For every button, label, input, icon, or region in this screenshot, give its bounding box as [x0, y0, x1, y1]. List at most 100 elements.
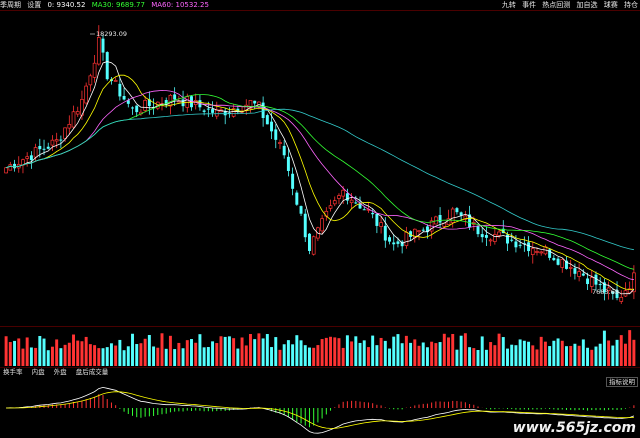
- candle-body[interactable]: [371, 212, 375, 215]
- candle-body[interactable]: [278, 142, 282, 144]
- candle-body[interactable]: [463, 215, 468, 220]
- menu-hotspot-backtest[interactable]: 热点回测: [542, 1, 571, 9]
- candle-body[interactable]: [236, 108, 240, 112]
- candle-body[interactable]: [113, 80, 118, 82]
- tab-turnover[interactable]: 换手率: [3, 368, 23, 376]
- candle-body[interactable]: [392, 242, 396, 245]
- candle-body[interactable]: [248, 100, 253, 109]
- candle-body[interactable]: [396, 241, 400, 244]
- candle-body[interactable]: [4, 167, 8, 174]
- candle-body[interactable]: [602, 282, 606, 293]
- candle-body[interactable]: [295, 192, 299, 205]
- candle-body[interactable]: [164, 100, 168, 105]
- tab-inner-volume[interactable]: 内盘: [31, 368, 45, 376]
- candle-body[interactable]: [320, 218, 324, 232]
- candle-body[interactable]: [438, 214, 442, 223]
- candle-body[interactable]: [409, 231, 413, 237]
- candle-body[interactable]: [206, 108, 210, 110]
- candle-body[interactable]: [459, 212, 463, 216]
- candle-body[interactable]: [627, 288, 632, 294]
- candle-body[interactable]: [214, 109, 219, 117]
- candle-body[interactable]: [379, 222, 383, 227]
- candle-body[interactable]: [388, 237, 391, 242]
- candle-body[interactable]: [611, 291, 615, 294]
- candle-body[interactable]: [468, 214, 472, 228]
- tab-after-hours-volume[interactable]: 盘后成交量: [75, 368, 109, 376]
- candle-body[interactable]: [450, 208, 455, 223]
- candle-body[interactable]: [484, 235, 488, 238]
- candle-body[interactable]: [539, 251, 544, 254]
- candle-body[interactable]: [577, 271, 581, 277]
- menu-holdings[interactable]: 持仓: [624, 1, 638, 9]
- candle-body[interactable]: [425, 226, 429, 233]
- candle-body[interactable]: [25, 156, 29, 159]
- candle-body[interactable]: [362, 209, 366, 211]
- candle-body[interactable]: [29, 155, 33, 161]
- candle-body[interactable]: [291, 173, 295, 189]
- candle-body[interactable]: [328, 205, 333, 209]
- candle-body[interactable]: [632, 272, 636, 293]
- candle-body[interactable]: [67, 124, 72, 129]
- candle-body[interactable]: [455, 208, 459, 213]
- candle-body[interactable]: [211, 109, 215, 113]
- indicator-help-button[interactable]: 指标说明: [606, 377, 638, 387]
- menu-events[interactable]: 事件: [522, 1, 537, 9]
- candle-body[interactable]: [345, 193, 349, 201]
- candle-body[interactable]: [101, 38, 105, 53]
- candle-body[interactable]: [96, 37, 101, 65]
- candle-body[interactable]: [400, 241, 404, 247]
- candle-body[interactable]: [105, 52, 109, 80]
- candle-body[interactable]: [92, 62, 97, 78]
- candle-body[interactable]: [548, 249, 552, 258]
- candle-body[interactable]: [552, 257, 556, 261]
- candle-body[interactable]: [54, 139, 59, 142]
- candle-body[interactable]: [497, 231, 501, 236]
- candle-body[interactable]: [282, 145, 286, 156]
- candle-body[interactable]: [556, 258, 560, 265]
- candle-body[interactable]: [354, 202, 358, 204]
- candle-body[interactable]: [311, 236, 316, 255]
- menu-jiuzhuan[interactable]: 九转: [501, 1, 516, 9]
- candle-body[interactable]: [480, 234, 484, 238]
- candle-body[interactable]: [565, 260, 568, 269]
- candle-body[interactable]: [527, 242, 531, 252]
- candle-body[interactable]: [594, 274, 598, 285]
- candle-body[interactable]: [71, 111, 76, 128]
- candle-body[interactable]: [510, 239, 514, 241]
- candle-body[interactable]: [349, 199, 354, 204]
- candle-body[interactable]: [261, 102, 265, 118]
- candle-body[interactable]: [223, 111, 227, 116]
- candle-body[interactable]: [358, 203, 362, 209]
- candle-body[interactable]: [84, 85, 88, 104]
- candle-body[interactable]: [8, 164, 13, 171]
- candle-body[interactable]: [506, 234, 509, 244]
- candle-body[interactable]: [417, 230, 421, 232]
- candle-body[interactable]: [168, 94, 173, 107]
- candle-body[interactable]: [202, 110, 206, 112]
- candle-body[interactable]: [530, 248, 535, 255]
- candle-body[interactable]: [274, 129, 278, 140]
- candle-body[interactable]: [501, 228, 505, 234]
- candle-body[interactable]: [50, 139, 55, 146]
- candle-body[interactable]: [135, 105, 139, 113]
- candle-body[interactable]: [270, 121, 274, 132]
- candle-body[interactable]: [126, 100, 130, 104]
- candle-body[interactable]: [231, 108, 236, 117]
- candle-body[interactable]: [375, 213, 379, 226]
- candle-body[interactable]: [143, 100, 147, 111]
- candle-body[interactable]: [573, 268, 577, 274]
- candle-body[interactable]: [118, 83, 122, 97]
- candle-body[interactable]: [38, 145, 42, 150]
- candle-body[interactable]: [535, 251, 539, 253]
- period-label[interactable]: 季周期: [0, 1, 21, 9]
- candle-body[interactable]: [63, 127, 67, 139]
- candle-body[interactable]: [493, 234, 497, 242]
- menu-add-watchlist[interactable]: 加自选: [576, 1, 598, 9]
- candle-body[interactable]: [615, 290, 619, 299]
- candle-body[interactable]: [514, 241, 518, 248]
- candle-body[interactable]: [560, 258, 565, 268]
- candle-body[interactable]: [13, 163, 17, 169]
- candle-body[interactable]: [586, 278, 590, 285]
- candle-body[interactable]: [253, 100, 257, 104]
